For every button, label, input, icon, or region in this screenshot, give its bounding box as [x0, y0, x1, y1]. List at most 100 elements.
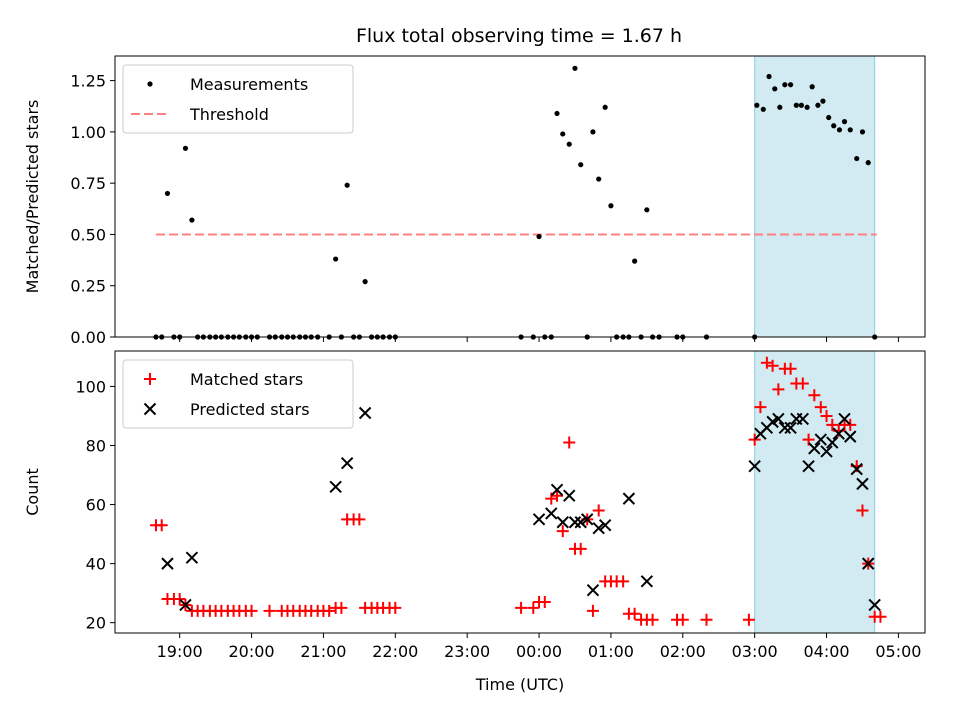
- predicted-star-point: [832, 427, 845, 440]
- y-tick-label: 60: [86, 496, 106, 515]
- predicted-star-point: [802, 459, 815, 473]
- predicted-star-point: [814, 433, 827, 446]
- matched-star-point: [628, 607, 641, 620]
- y-tick-label: 0.75: [70, 174, 106, 193]
- predicted-star-point: [586, 583, 600, 597]
- matched-star-point: [389, 601, 402, 614]
- measurement-point: [809, 84, 815, 90]
- measurement-point: [831, 123, 837, 129]
- y-tick-label: 0.00: [70, 328, 106, 347]
- matched-star-point: [814, 401, 827, 414]
- matched-star-point: [844, 418, 857, 431]
- measurement-point: [772, 86, 778, 92]
- y-tick-label: 80: [86, 436, 106, 455]
- matched-star-point: [263, 604, 276, 617]
- matched-star-point: [646, 613, 659, 626]
- matched-star-point: [586, 604, 599, 617]
- predicted-star-point: [772, 412, 785, 426]
- y-tick-label: 1.00: [70, 123, 106, 142]
- matched-star-point: [551, 489, 564, 502]
- measurement-point: [164, 190, 171, 197]
- bottom-plot-frame: [114, 350, 926, 634]
- predicted-star-point: [622, 492, 636, 505]
- measurement-point: [820, 98, 826, 104]
- matched-star-point: [538, 595, 551, 608]
- bottom-y-axis-label: Count: [23, 468, 42, 516]
- top-plot-frame: [114, 55, 926, 338]
- measurement-point: [782, 82, 788, 88]
- predicted-star-point: [340, 457, 354, 470]
- predicted-star-point: [856, 477, 869, 491]
- predicted-star-point: [179, 598, 192, 612]
- matched-star-point: [742, 613, 755, 626]
- measurement-point: [793, 102, 799, 108]
- measurement-point: [841, 119, 848, 125]
- x-tick-label: 23:00: [444, 642, 490, 661]
- x-tick-label: 21:00: [300, 642, 346, 661]
- measurement-point: [596, 176, 602, 182]
- measurement-point: [608, 203, 614, 209]
- y-tick-label: 20: [86, 614, 106, 633]
- matched-star-point: [515, 601, 528, 614]
- matched-star-point: [748, 433, 761, 446]
- measurement-point: [826, 114, 832, 121]
- x-tick-label: 01:00: [588, 642, 634, 661]
- matched-star-point: [700, 613, 713, 626]
- y-tick-label: 0.50: [70, 225, 106, 244]
- measurement-point: [632, 258, 638, 264]
- measurement-point: [644, 207, 650, 213]
- predicted-star-point: [640, 575, 654, 588]
- matched-star-point: [820, 409, 833, 422]
- x-tick-label: 05:00: [875, 642, 921, 661]
- predicted-star-point: [532, 513, 546, 526]
- matched-star-point: [784, 362, 797, 375]
- matched-star-point: [353, 513, 366, 526]
- predicted-star-point: [592, 521, 605, 535]
- predicted-star-point: [580, 513, 594, 526]
- measurement-point: [798, 102, 804, 108]
- measurement-point: [777, 104, 783, 110]
- matched-star-point: [173, 593, 186, 606]
- matched-star-point: [574, 542, 587, 555]
- legend-label: Measurements: [190, 75, 308, 94]
- matched-star-point: [676, 613, 689, 626]
- predicted-star-point: [550, 483, 564, 496]
- measurement-point: [847, 127, 853, 133]
- measurement-point: [566, 141, 572, 147]
- matched-star-point: [772, 383, 785, 396]
- measurement-point: [189, 217, 195, 223]
- measurement-point: [590, 129, 596, 135]
- y-tick-label: 1.25: [70, 72, 106, 91]
- top-legend: Measurements Threshold: [122, 64, 354, 134]
- measurement-point: [787, 82, 794, 88]
- measurement-point: [754, 102, 760, 108]
- predicted-star-point: [826, 436, 839, 449]
- measurement-point: [560, 131, 566, 137]
- predicted-star-point: [844, 430, 857, 443]
- predicted-star-point: [820, 445, 833, 458]
- bottom-legend: Matched stars Predicted stars: [122, 359, 354, 429]
- predicted-star-point: [862, 557, 875, 570]
- measurement-point: [362, 279, 368, 285]
- chart-title: Flux total observing time = 1.67 h: [356, 25, 682, 47]
- legend-label: Matched stars: [190, 370, 303, 389]
- matched-star-point: [826, 418, 839, 431]
- legend-marker: [144, 373, 156, 385]
- measurement-point: [766, 73, 772, 80]
- matched-star-point: [155, 519, 168, 532]
- predicted-star-point: [868, 598, 881, 612]
- top-y-axis-label: Matched/Predicted stars: [23, 100, 42, 294]
- matched-star-point: [796, 377, 809, 390]
- predicted-star-point: [838, 412, 851, 426]
- predicted-star-point: [556, 516, 569, 529]
- matched-star-point: [563, 436, 576, 449]
- x-tick-label: 04:00: [803, 642, 849, 661]
- measurement-point: [815, 102, 821, 108]
- measurement-point: [572, 65, 578, 71]
- bottom-panel: 19:00 20:00 21:00 22:00 23:00 00:00 01:00 02:00…: [23, 350, 926, 694]
- legend-marker: [143, 402, 157, 416]
- matched-star-point: [556, 525, 569, 538]
- x-tick-label: 03:00: [732, 642, 778, 661]
- x-tick-label: 19:00: [157, 642, 203, 661]
